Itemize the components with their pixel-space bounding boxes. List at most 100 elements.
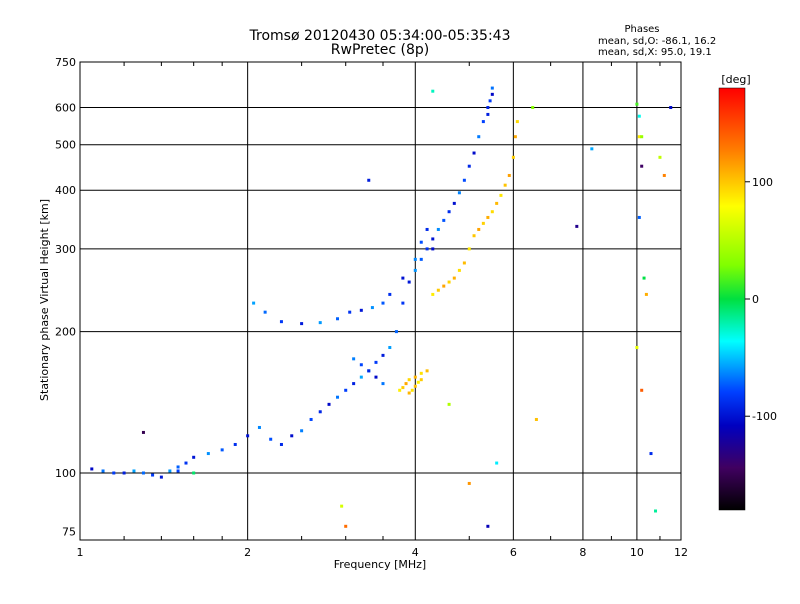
data-point	[431, 237, 435, 241]
data-point	[112, 471, 116, 475]
data-point	[457, 191, 461, 195]
data-point	[257, 425, 261, 429]
data-point	[515, 120, 519, 124]
data-point	[132, 469, 136, 473]
chart-subtitle: RwPretec (8p)	[331, 42, 429, 58]
data-point	[644, 292, 648, 296]
data-point	[425, 247, 429, 251]
data-point	[388, 292, 392, 296]
data-point	[425, 369, 429, 373]
data-point	[279, 320, 283, 324]
colorbar-ticks: 100 0 -100	[745, 176, 777, 423]
data-point	[503, 183, 507, 187]
data-point	[452, 276, 456, 280]
x-tick-label: 1	[77, 546, 84, 559]
data-point	[431, 247, 435, 251]
data-point	[340, 504, 344, 508]
data-point	[642, 276, 646, 280]
data-point	[159, 475, 163, 479]
data-point	[442, 284, 446, 288]
data-point	[401, 386, 405, 390]
data-point	[336, 395, 340, 399]
data-point	[413, 384, 417, 388]
data-point	[309, 417, 313, 421]
data-point	[658, 155, 662, 159]
chart-title: Tromsø 20120430 05:34:00-05:35:43	[249, 28, 511, 44]
data-point	[176, 465, 180, 469]
data-point	[407, 391, 411, 395]
data-point	[370, 306, 374, 310]
data-point	[637, 114, 641, 118]
x-tick-label: 12	[674, 546, 688, 559]
data-point	[141, 430, 145, 434]
data-point	[176, 469, 180, 473]
data-point	[374, 375, 378, 379]
data-point	[447, 402, 451, 406]
data-point	[472, 151, 476, 155]
y-axis-label: Stationary phase Virtual Height [km]	[38, 199, 51, 401]
y-tick-label: 100	[55, 467, 76, 480]
data-point	[481, 120, 485, 124]
data-point	[467, 164, 471, 168]
data-point	[490, 92, 494, 96]
data-point	[425, 227, 429, 231]
data-point	[352, 382, 356, 386]
y-tick-label: 750	[55, 56, 76, 69]
data-point	[318, 321, 322, 325]
data-point	[407, 280, 411, 284]
data-point	[381, 353, 385, 357]
data-point	[352, 357, 356, 361]
colorbar-tick-label: -100	[752, 410, 777, 423]
data-point	[590, 147, 594, 151]
plot-frame	[79, 61, 682, 541]
data-point	[431, 292, 435, 296]
data-point	[90, 467, 94, 471]
data-point	[637, 215, 641, 219]
data-point	[499, 193, 503, 197]
data-point	[436, 227, 440, 231]
data-point	[654, 509, 658, 513]
data-point	[359, 363, 363, 367]
data-point	[477, 227, 481, 231]
data-point	[401, 276, 405, 280]
data-point	[407, 378, 411, 382]
data-point	[246, 434, 250, 438]
x-axis-label: Frequency [MHz]	[334, 558, 426, 571]
y-tick-label: 200	[55, 326, 76, 339]
data-point	[168, 469, 172, 473]
data-point	[462, 178, 466, 182]
data-point	[534, 417, 538, 421]
y-tick-label: 500	[55, 139, 76, 152]
data-point	[359, 308, 363, 312]
stats-header: Phases	[624, 24, 659, 35]
data-point	[635, 102, 639, 106]
data-point	[640, 135, 644, 139]
data-point	[300, 429, 304, 433]
data-point	[495, 461, 499, 465]
data-point	[410, 388, 414, 392]
data-point	[457, 268, 461, 272]
data-point	[290, 434, 294, 438]
stats-x-mode: mean, sd,X: 95.0, 19.1	[598, 47, 712, 58]
data-point	[419, 240, 423, 244]
data-point	[447, 210, 451, 214]
x-tick-label: 8	[579, 546, 586, 559]
data-point	[263, 310, 267, 314]
colorbar-tick-label: 100	[752, 176, 773, 189]
data-point	[252, 301, 256, 305]
y-axis: 75 100 200 300 400 500 600 750	[55, 56, 76, 539]
data-point	[269, 437, 273, 441]
data-point	[416, 380, 420, 384]
x-tick-label: 2	[244, 546, 251, 559]
data-point	[336, 317, 340, 321]
data-point	[367, 178, 371, 182]
data-point	[184, 461, 188, 465]
data-point	[151, 473, 155, 477]
stats-o-mode: mean, sd,O: -86.1, 16.2	[598, 36, 716, 47]
data-point	[101, 469, 105, 473]
data-point	[404, 382, 408, 386]
data-point	[122, 471, 126, 475]
data-point	[300, 322, 304, 326]
colorbar-label: [deg]	[721, 73, 750, 86]
data-point	[467, 247, 471, 251]
